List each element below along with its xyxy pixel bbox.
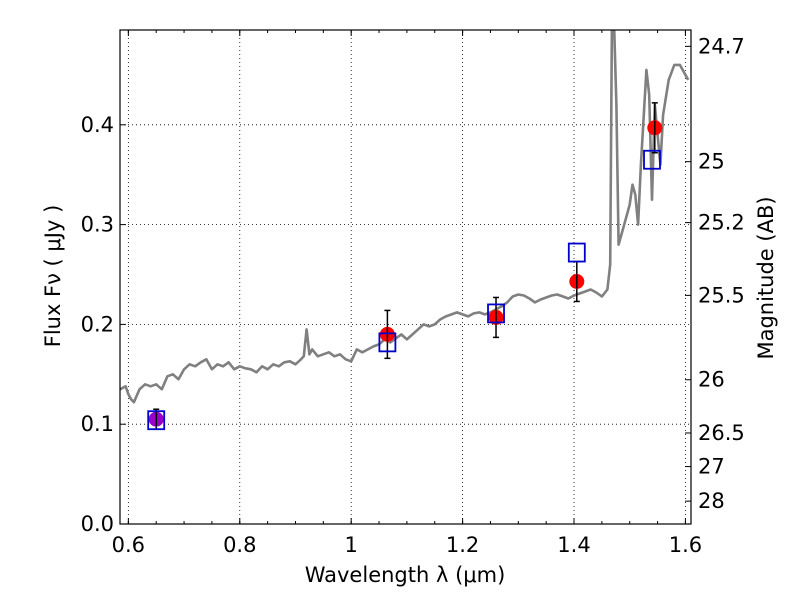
y-tick-label: 0.3 [81, 213, 114, 237]
mag-tick-label: 24.7 [698, 34, 745, 58]
y-tick-label: 0.0 [81, 512, 114, 536]
x-tick-label: 0.6 [112, 533, 145, 557]
plot-area [120, 30, 691, 524]
mag-tick-label: 28 [698, 489, 725, 513]
data-point-square [487, 303, 505, 324]
spectrum-layer [120, 30, 690, 404]
y-axis-label: Flux Fν ( μJy ) [41, 205, 65, 348]
data-point-square [147, 410, 166, 431]
mag-tick-label: 25.2 [698, 211, 745, 235]
axis-ticks [120, 30, 691, 525]
mag-tick-label: 25 [698, 150, 725, 174]
y-tick-label: 0.1 [81, 412, 114, 436]
x-tick-label: 1 [344, 533, 357, 557]
data-marks [147, 102, 663, 431]
mag-tick-label: 26.5 [698, 421, 745, 445]
data-point-square [567, 242, 586, 263]
x-tick-label: 1.2 [446, 533, 479, 557]
x-tick-label: 1.4 [557, 533, 590, 557]
y-tick-label: 0.4 [81, 113, 114, 137]
y-tick-label: 0.2 [81, 312, 114, 336]
data-point-square [378, 332, 397, 353]
tick-labels: 0.6 0.8 1 1.2 1.4 1.6 0.0 0.1 0.2 0.3 0.4 24.7 25 25.… [81, 34, 745, 557]
mag-tick-label: 25.5 [698, 283, 745, 307]
y2-axis-label: Magnitude (AB) [754, 196, 778, 359]
data-point-square [643, 149, 661, 170]
x-axis-label: Wavelength λ (μm) [305, 563, 506, 587]
x-tick-label: 1.6 [669, 533, 702, 557]
mag-tick-label: 26 [698, 368, 725, 392]
x-tick-label: 0.8 [223, 533, 256, 557]
template-spectrum-line [120, 30, 690, 404]
plot-frame [119, 29, 692, 525]
mag-tick-label: 27 [698, 455, 725, 479]
